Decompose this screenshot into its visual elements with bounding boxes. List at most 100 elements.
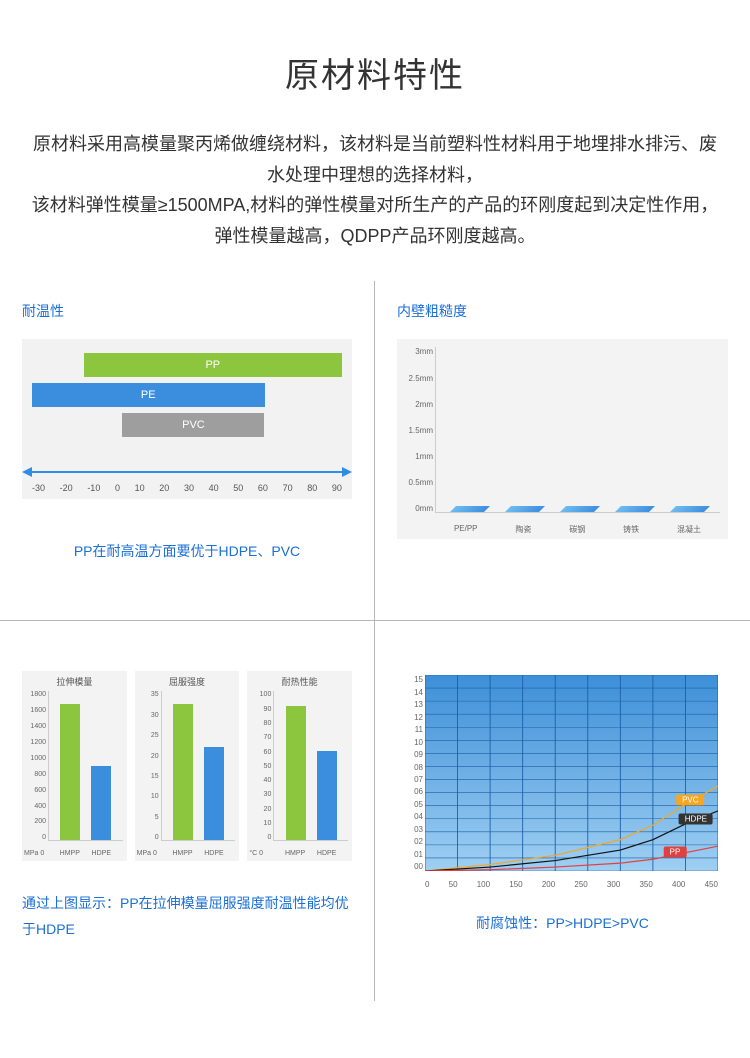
axis-tick: 1400 [22,723,46,730]
axis-tick: 1mm [397,452,433,461]
mini-chart-title: 耐热性能 [247,675,352,688]
axis-tick: 1000 [22,755,46,762]
axis-tick: 0 [22,834,46,841]
axis-tick: -20 [60,483,73,493]
axis-tick: 06 [397,787,423,796]
intro-line: 原材料采用高模量聚丙烯做缠绕材料，该材料是当前塑料性材料用于地埋排水排污、废水处… [28,129,722,190]
cell-title: 耐温性 [22,301,352,321]
axis-category: 混凝土 [677,524,701,535]
axis-tick: 200 [22,818,46,825]
axis-tick: 1800 [22,691,46,698]
axis-tick: 15 [397,675,423,684]
axis-tick: 01 [397,850,423,859]
axis-tick: 25 [135,732,159,739]
axis-tick: 0.5mm [397,478,433,487]
axis-tick: 60 [247,749,271,756]
axis-tick: 20 [247,806,271,813]
axis-tick: 02 [397,837,423,846]
axis-tick: 07 [397,775,423,784]
cell-corrosion: 00010203040506070809101112131415 PVCHDPE… [375,621,750,1001]
axis-tick: 14 [397,688,423,697]
cell-mechanical: 拉伸模量020040060080010001200140016001800HMP… [0,621,375,1001]
temperature-range-chart: PPPEPVC -30-20-100102030405060708090 [22,339,352,499]
axis-tick: 20 [135,753,159,760]
mini-chart: 耐热性能0102030405060708090100HMPPHDPE°C 0 [247,671,352,861]
axis-category: HDPE [317,850,336,857]
cell-caption: 通过上图显示：PP在拉伸模量屈服强度耐温性能均优于HDPE [22,891,352,941]
axis-tick: 50 [233,483,243,493]
axis-tick: 350 [639,880,652,889]
intro-line: 该材料弹性模量≥1500MPA,材料的弹性模量对所生产的产品的环刚度起到决定性作… [28,190,722,251]
mini-bar [204,747,224,841]
axis-tick: 70 [247,734,271,741]
axis-tick: 80 [307,483,317,493]
axis-tick: 30 [247,791,271,798]
axis-tick: 50 [247,763,271,770]
axis-category: 铸铁 [623,524,639,535]
axis-category: HMPP [285,850,305,857]
axis-tick: 11 [397,725,423,734]
mini-chart-title: 拉伸模量 [22,675,127,688]
axis-tick: 90 [332,483,342,493]
axis-tick: 30 [184,483,194,493]
axis-tick: 2.5mm [397,374,433,383]
quadrant-grid: 耐温性 PPPEPVC -30-20-100102030405060708090… [0,281,750,1001]
axis-tick: 600 [22,787,46,794]
axis-tick: 35 [135,691,159,698]
axis-tick: 03 [397,825,423,834]
axis-tick: 3mm [397,347,433,356]
cell-temperature: 耐温性 PPPEPVC -30-20-100102030405060708090… [0,281,375,621]
axis-unit: MPa 0 [24,850,44,857]
axis-tick: 100 [247,691,271,698]
mini-bar [317,751,337,840]
axis-tick: 12 [397,713,423,722]
axis-tick: 13 [397,700,423,709]
cell-caption: 耐腐蚀性：PP>HDPE>PVC [397,911,728,936]
axis-tick: 0mm [397,504,433,513]
page-title: 原材料特性 [0,0,750,129]
axis-tick: 10 [397,738,423,747]
axis-tick: 0 [135,834,159,841]
axis-tick: 08 [397,763,423,772]
axis-category: 陶瓷 [515,524,531,535]
axis-tick: 90 [247,706,271,713]
axis-tick: 00 [397,862,423,871]
axis-tick: 10 [135,483,145,493]
axis-tick: 1600 [22,707,46,714]
axis-category: HMPP [60,850,80,857]
mini-bar [60,704,80,841]
axis-tick: 1.5mm [397,426,433,435]
axis-category: HDPE [204,850,223,857]
axis-category: HDPE [92,850,111,857]
axis-tick: 09 [397,750,423,759]
axis-tick: 0 [247,834,271,841]
axis-tick: 450 [705,880,718,889]
axis-tick: 30 [135,712,159,719]
axis-tick: 40 [209,483,219,493]
axis-tick: 150 [509,880,522,889]
temp-range-bar: PVC [122,413,264,437]
roughness-bar-chart: 3mm 2.5mm 2mm 1.5mm 1mm 0.5mm 0mm PE/PP 陶瓷 碳钢 铸铁 混… [397,339,728,539]
cell-caption: PP在耐高温方面要优于HDPE、PVC [22,539,352,564]
axis-unit: MPa 0 [137,850,157,857]
series-label: PP [664,846,687,857]
axis-tick: 10 [135,793,159,800]
axis-tick: 70 [283,483,293,493]
axis-tick: 0 [115,483,120,493]
mini-charts-row: 拉伸模量020040060080010001200140016001800HMP… [22,671,352,861]
axis-category: HMPP [172,850,192,857]
axis-tick: 05 [397,800,423,809]
temp-range-bar: PP [84,353,342,377]
axis-category: 碳钢 [569,524,585,535]
axis-category: PE/PP [454,524,478,535]
mini-bar [91,766,111,841]
axis-tick: 15 [135,773,159,780]
axis-tick: 0 [425,880,429,889]
series-label: PVC [676,794,704,805]
axis-tick: 60 [258,483,268,493]
axis-tick: 1200 [22,739,46,746]
axis-tick: 2mm [397,400,433,409]
axis-tick: 800 [22,771,46,778]
axis-tick: 10 [247,820,271,827]
axis-unit: °C 0 [249,850,263,857]
